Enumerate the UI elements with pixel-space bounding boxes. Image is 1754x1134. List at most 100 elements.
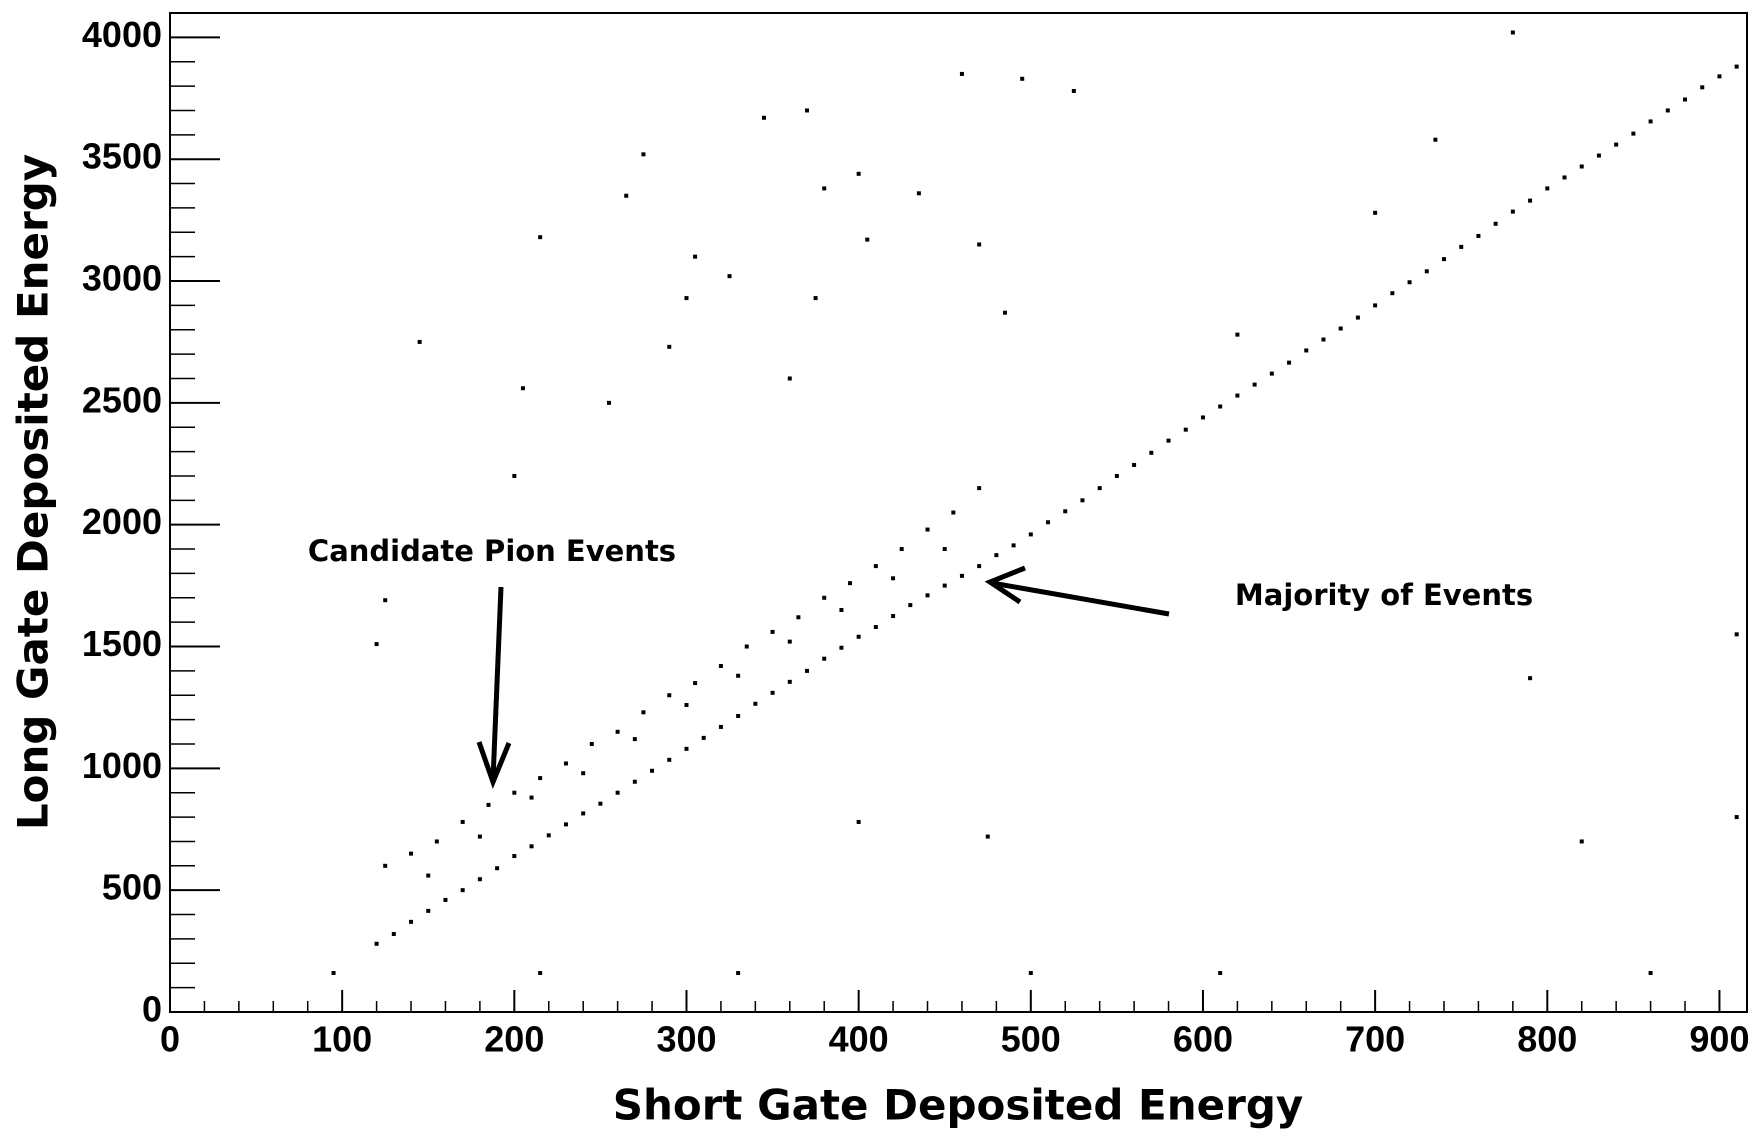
point	[1321, 337, 1326, 342]
point	[426, 873, 431, 878]
x-tick-label: 100	[312, 1019, 372, 1060]
point	[1132, 462, 1137, 467]
point	[426, 908, 431, 913]
point	[598, 801, 603, 806]
point	[848, 581, 853, 586]
point	[1700, 85, 1705, 90]
arrow	[991, 580, 1170, 617]
point	[667, 693, 672, 698]
point	[959, 71, 964, 76]
point	[1493, 221, 1498, 226]
point	[1218, 404, 1223, 409]
point	[632, 779, 637, 784]
point	[693, 254, 698, 259]
y-tick-label: 3500	[82, 136, 162, 177]
point	[822, 656, 827, 661]
point	[563, 822, 568, 827]
x-tick-label: 400	[829, 1019, 889, 1060]
point	[1562, 175, 1567, 180]
point	[391, 932, 396, 937]
point	[1424, 269, 1429, 274]
point	[529, 795, 534, 800]
point	[891, 576, 896, 581]
point	[787, 376, 792, 381]
point	[1407, 280, 1412, 285]
point	[383, 863, 388, 868]
point	[1028, 532, 1033, 537]
point	[1683, 97, 1688, 102]
point	[1020, 76, 1025, 81]
arrow	[490, 586, 504, 781]
y-axis-title: Long Gate Deposited Energy	[9, 154, 58, 830]
point	[985, 834, 990, 839]
point	[736, 673, 741, 678]
point	[1441, 257, 1446, 262]
point	[1433, 137, 1438, 142]
point	[1304, 348, 1309, 353]
point	[667, 757, 672, 762]
point	[916, 191, 921, 196]
point	[1545, 186, 1550, 191]
x-tick-label: 900	[1689, 1019, 1749, 1060]
point	[822, 186, 827, 191]
y-tick-label: 3000	[82, 258, 162, 299]
point	[374, 941, 379, 946]
point	[434, 839, 439, 844]
point	[693, 681, 698, 686]
point	[977, 564, 982, 569]
point	[1510, 209, 1515, 214]
point	[804, 668, 809, 673]
point	[1218, 971, 1223, 976]
point	[1080, 498, 1085, 503]
x-tick-label: 200	[484, 1019, 544, 1060]
point	[899, 547, 904, 552]
point	[856, 634, 861, 639]
point	[607, 400, 612, 405]
point	[331, 971, 336, 976]
point	[908, 603, 913, 608]
point	[1071, 88, 1076, 93]
point	[1149, 450, 1154, 455]
point	[1002, 310, 1007, 315]
point	[856, 171, 861, 176]
point	[650, 768, 655, 773]
x-tick-label: 700	[1345, 1019, 1405, 1060]
point	[822, 595, 827, 600]
point	[796, 615, 801, 620]
point	[701, 735, 706, 740]
point	[925, 527, 930, 532]
point	[1717, 74, 1722, 79]
point	[839, 607, 844, 612]
point	[615, 790, 620, 795]
point	[942, 583, 947, 588]
point	[951, 510, 956, 515]
point	[409, 851, 414, 856]
point	[787, 679, 792, 684]
point	[1631, 131, 1636, 136]
point	[1734, 815, 1739, 820]
arrow-head	[476, 741, 512, 790]
y-tick-label: 500	[102, 867, 162, 908]
point	[624, 193, 629, 198]
point	[1200, 415, 1205, 420]
point	[736, 971, 741, 976]
point	[546, 833, 551, 838]
point	[1235, 393, 1240, 398]
point	[538, 971, 543, 976]
point	[1011, 543, 1016, 548]
point	[736, 713, 741, 718]
point	[744, 644, 749, 649]
point	[1373, 303, 1378, 308]
point	[477, 877, 482, 882]
point	[512, 790, 517, 795]
arrow-head	[984, 565, 1026, 605]
point	[1510, 30, 1515, 35]
y-tick-label: 1500	[82, 623, 162, 664]
point	[409, 919, 414, 924]
point	[925, 593, 930, 598]
point	[761, 115, 766, 120]
point	[1476, 233, 1481, 238]
point	[684, 296, 689, 301]
